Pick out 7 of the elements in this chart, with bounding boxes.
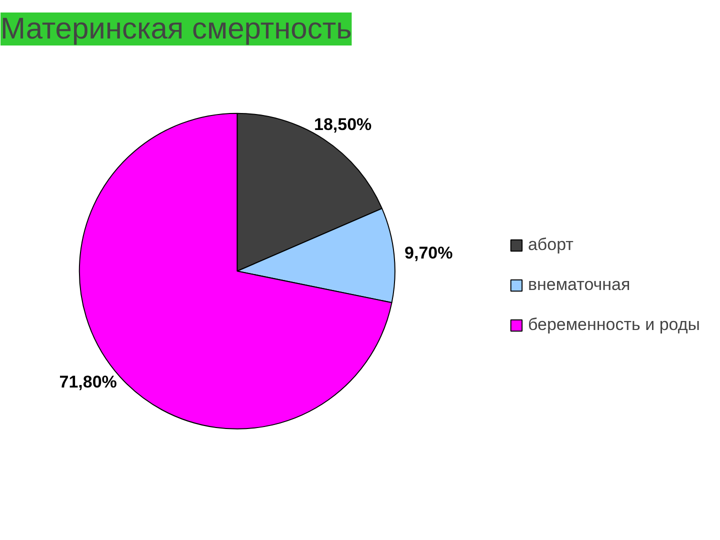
legend-label: аборт: [528, 235, 574, 255]
chart-title: Материнская смертность: [0, 12, 352, 46]
legend-label: беременность и роды: [528, 315, 700, 335]
data-label: 18,50%: [314, 115, 372, 134]
legend-label: внематочная: [528, 275, 630, 295]
data-label: 9,70%: [404, 243, 453, 262]
data-label: 71,80%: [59, 372, 117, 392]
